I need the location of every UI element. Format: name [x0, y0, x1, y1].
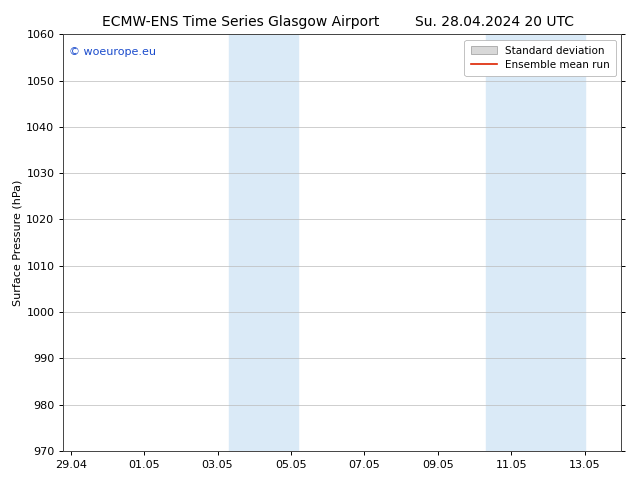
Legend: Standard deviation, Ensemble mean run: Standard deviation, Ensemble mean run: [465, 40, 616, 76]
Bar: [486, 34, 585, 451]
Y-axis label: Surface Pressure (hPa): Surface Pressure (hPa): [12, 179, 22, 306]
Text: Su. 28.04.2024 20 UTC: Su. 28.04.2024 20 UTC: [415, 15, 574, 29]
Text: ECMW-ENS Time Series Glasgow Airport: ECMW-ENS Time Series Glasgow Airport: [102, 15, 380, 29]
Bar: [229, 34, 299, 451]
Text: © woeurope.eu: © woeurope.eu: [69, 47, 156, 57]
